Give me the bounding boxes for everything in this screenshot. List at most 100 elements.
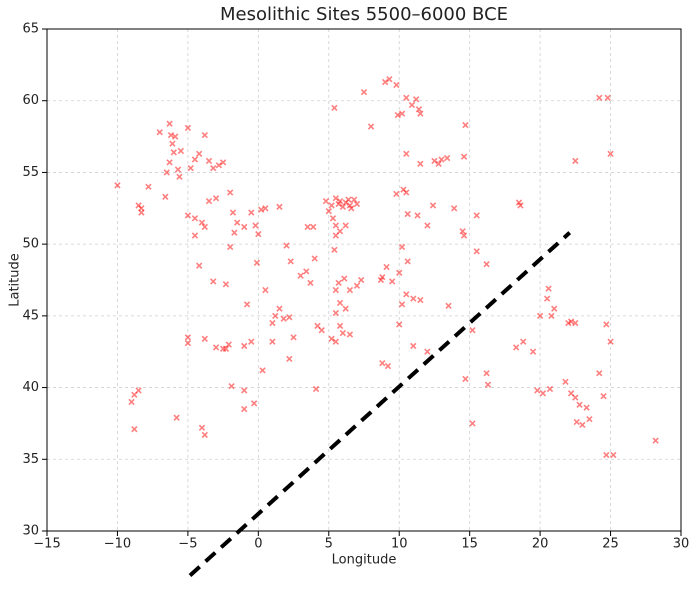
point	[460, 232, 468, 239]
point	[212, 195, 220, 202]
point	[360, 88, 368, 96]
point	[205, 157, 213, 165]
point	[572, 157, 579, 165]
point	[438, 156, 445, 163]
point	[483, 370, 490, 377]
point	[257, 206, 265, 213]
point	[381, 78, 389, 86]
point	[156, 129, 163, 136]
point	[539, 390, 547, 397]
point	[272, 312, 279, 320]
point	[226, 189, 234, 196]
point	[603, 451, 610, 459]
point	[462, 375, 469, 383]
x-tick-label: 5	[325, 537, 333, 552]
y-axis-label: Latitude	[8, 253, 23, 307]
point	[576, 401, 583, 408]
point	[384, 362, 392, 370]
point	[250, 400, 258, 407]
point	[332, 338, 339, 345]
point	[600, 393, 607, 400]
point	[226, 243, 234, 251]
point	[460, 153, 468, 160]
point	[269, 319, 276, 327]
x-tick-label: 30	[673, 537, 690, 552]
point	[248, 338, 255, 345]
point	[417, 160, 424, 167]
point	[201, 335, 208, 342]
point	[329, 215, 337, 222]
point	[572, 394, 579, 401]
point	[342, 305, 349, 312]
point	[393, 190, 400, 198]
point	[328, 335, 335, 342]
point	[286, 314, 293, 321]
point	[173, 414, 180, 421]
point	[312, 385, 320, 393]
point	[398, 243, 406, 251]
y-tick-label: 30	[22, 524, 39, 539]
point	[417, 110, 424, 117]
point	[332, 195, 339, 202]
point	[219, 159, 227, 166]
x-tick-label: 20	[532, 537, 549, 552]
point	[353, 282, 361, 289]
point	[546, 385, 554, 393]
point	[167, 131, 175, 139]
point	[403, 291, 410, 298]
point	[403, 189, 410, 196]
point	[404, 210, 411, 218]
point	[579, 421, 586, 429]
point	[583, 404, 590, 411]
point	[484, 381, 492, 388]
point	[307, 279, 314, 287]
point	[451, 205, 458, 212]
point	[336, 322, 344, 330]
point	[386, 76, 393, 83]
point	[210, 278, 217, 285]
point	[342, 222, 349, 229]
x-tick-label: 25	[602, 537, 619, 552]
point	[222, 281, 230, 288]
point	[414, 212, 421, 219]
point	[234, 219, 241, 226]
point	[336, 228, 344, 235]
point	[241, 223, 248, 231]
x-tick-label: −15	[33, 537, 60, 552]
point	[243, 301, 251, 308]
point	[396, 321, 403, 328]
y-tick-label: 65	[22, 22, 39, 37]
x-tick-label: −10	[104, 537, 131, 552]
point	[231, 229, 238, 236]
point	[276, 203, 283, 211]
point	[529, 348, 537, 355]
point	[604, 94, 611, 102]
point	[551, 305, 558, 312]
point	[346, 331, 354, 338]
point	[241, 387, 248, 394]
point	[198, 424, 206, 431]
point	[353, 200, 361, 208]
point	[210, 164, 217, 172]
point	[195, 262, 203, 269]
point	[170, 149, 177, 156]
point	[517, 202, 524, 209]
point	[191, 232, 199, 239]
point	[184, 212, 192, 219]
point	[389, 278, 396, 285]
point	[469, 327, 476, 334]
point	[459, 228, 466, 235]
point	[145, 183, 152, 190]
point	[562, 378, 569, 385]
point	[336, 197, 344, 205]
point	[176, 173, 183, 180]
point	[166, 120, 173, 127]
point	[424, 222, 431, 229]
point	[536, 312, 544, 320]
point	[410, 342, 417, 350]
point	[201, 431, 208, 439]
point	[331, 246, 338, 254]
point	[410, 295, 417, 302]
point	[610, 451, 617, 459]
